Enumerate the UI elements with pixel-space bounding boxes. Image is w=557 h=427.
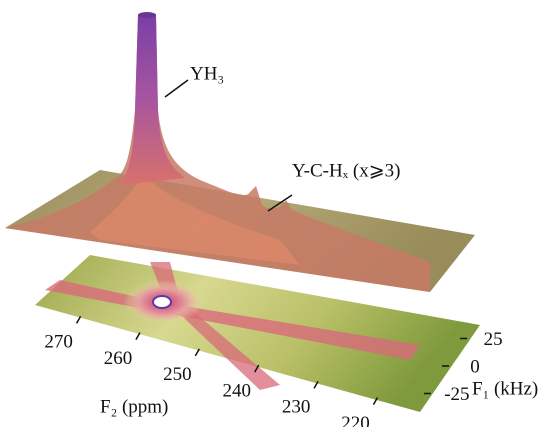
figure: YH₃ Y-C-Hₓ (x⩾3) F₂ (ppm) F₁ (kHz) 270 26…	[0, 0, 557, 427]
y-tick-label: -25	[444, 384, 469, 405]
y-axis-label: F₁ (kHz)	[472, 378, 538, 399]
annotation: YH₃	[190, 63, 224, 84]
x-tick-label: 260	[104, 348, 133, 369]
x-tick	[136, 333, 140, 340]
annotation-leader	[165, 80, 188, 97]
x-tick	[77, 316, 81, 323]
x-tick-label: 230	[282, 397, 311, 418]
x-tick-label: 270	[44, 332, 73, 353]
x-tick-label: 220	[341, 413, 370, 427]
x-tick-label: 250	[163, 364, 192, 385]
y-tick-label: 25	[484, 329, 503, 350]
x-tick-label: 240	[222, 380, 251, 401]
x-axis-label: F₂ (ppm)	[100, 396, 168, 417]
annotation: Y-C-Hₓ (x⩾3)	[292, 160, 401, 181]
surface	[5, 12, 475, 292]
y-tick-label: 0	[470, 356, 480, 377]
